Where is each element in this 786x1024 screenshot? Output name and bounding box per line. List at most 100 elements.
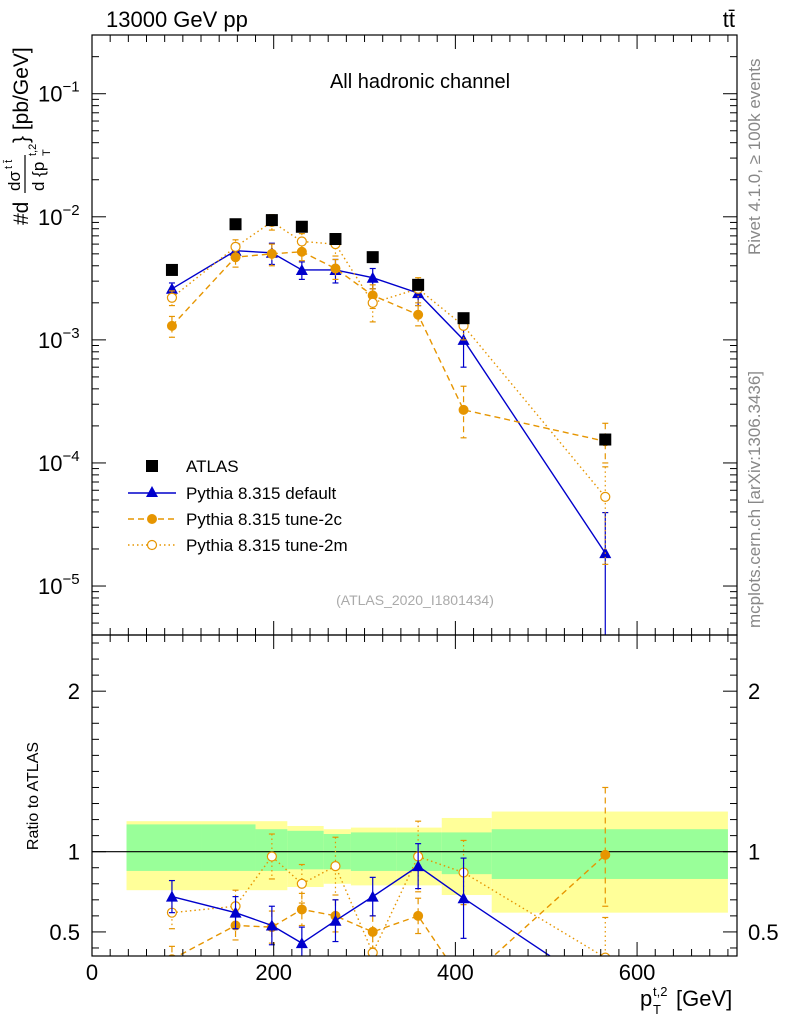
legend-entry-tune-2c: Pythia 8.315 tune-2c (128, 510, 342, 529)
data-point (296, 246, 307, 257)
x-ticks: 0 200 400 600 (86, 35, 729, 985)
legend-entry-tune-2m: Pythia 8.315 tune-2m (128, 536, 348, 555)
data-point (229, 218, 242, 231)
data-point (329, 233, 342, 246)
legend-entry-default: Pythia 8.315 default (128, 484, 337, 503)
data-point (412, 278, 425, 291)
main-title: All hadronic channel (330, 71, 510, 93)
data-point (366, 251, 379, 264)
main-plot-area (165, 214, 612, 635)
main-y-tick-label: 10−2 (38, 202, 80, 230)
ratio-series-pythia-8-315-tune-2m (166, 820, 611, 956)
ratio-point (600, 849, 611, 860)
data-point (295, 263, 308, 275)
main-series-group (165, 214, 612, 635)
legend-entry-atlas: ATLAS (146, 457, 239, 476)
ratio-point (367, 947, 378, 956)
svg-text:T: T (653, 1002, 661, 1017)
ratio-point (296, 904, 307, 915)
x-tick-label: 600 (619, 960, 656, 985)
rivet-version-label: Rivet 4.1.0, ≥ 100k events (745, 59, 764, 255)
svg-text:T: T (41, 149, 53, 156)
series-line (171, 220, 606, 498)
data-point (600, 491, 611, 502)
svg-text:p: p (640, 986, 652, 1011)
mcplots-label: mcplots.cern.ch [arXiv:1306.3436] (745, 371, 764, 628)
ratio-panel: 0.5 0.5 1 1 2 2 Ratio to ATLAS (25, 634, 779, 998)
svg-text:t t̄: t t̄ (3, 159, 15, 169)
ratio-series-pythia-8-315-default (165, 843, 611, 998)
ratio-point (366, 890, 379, 902)
main-y-tick-label: 10−5 (38, 571, 80, 599)
main-y-tick-label: 10−3 (38, 325, 80, 353)
legend-tune-2c-marker (147, 514, 157, 524)
ratio-point (295, 937, 308, 949)
inner-band (201, 824, 256, 871)
data-point (413, 309, 424, 320)
svg-text:[GeV]: [GeV] (676, 986, 732, 1011)
ratio-line (176, 854, 606, 956)
legend-atlas-label: ATLAS (186, 457, 239, 476)
data-point (366, 271, 379, 283)
ratio-y-ticks: 0.5 0.5 1 1 2 2 (49, 642, 779, 949)
ratio-point (165, 890, 178, 902)
ratio-point (266, 851, 277, 862)
data-point (295, 220, 308, 233)
ratio-y-tick-label-right: 0.5 (748, 920, 779, 945)
data-point (166, 292, 178, 303)
data-point (265, 214, 278, 227)
ratio-point (265, 919, 278, 931)
data-point (230, 241, 241, 252)
ratio-point (229, 906, 242, 918)
x-tick-label: 0 (86, 960, 98, 985)
header-energy-label: 13000 GeV pp (106, 7, 248, 32)
svg-text:dσ: dσ (5, 171, 24, 191)
main-panel: All hadronic channel (ATLAS_2020_I180143… (3, 34, 738, 636)
svg-text:#d: #d (10, 202, 33, 225)
svg-text:t,2: t,2 (653, 984, 667, 999)
ratio-line (171, 855, 604, 956)
ratio-series-group (92, 786, 737, 998)
ratio-y-tick-label: 2 (68, 679, 80, 704)
data-point (458, 404, 469, 415)
svg-text:t,2: t,2 (27, 144, 39, 156)
analysis-id-label: (ATLAS_2020_I1801434) (336, 592, 494, 608)
ratio-point (412, 860, 425, 872)
series-pythia-8-315-tune-2c (166, 243, 611, 464)
ratio-point (413, 910, 424, 921)
x-tick-label: 200 (255, 960, 292, 985)
x-tick-label: 400 (437, 960, 474, 985)
inner-band (126, 824, 202, 871)
series-line (171, 250, 606, 554)
series-pythia-8-315-default (165, 242, 612, 635)
ratio-point (599, 987, 611, 998)
data-point (296, 236, 307, 247)
series-line (171, 251, 606, 442)
inner-band (255, 829, 288, 871)
data-point (166, 320, 177, 331)
legend-atlas-marker (146, 460, 158, 472)
data-point (330, 263, 341, 274)
ratio-point (457, 892, 470, 904)
legend-tune-2m-label: Pythia 8.315 tune-2m (186, 536, 348, 555)
svg-text:d {p: d {p (29, 162, 48, 191)
series-atlas (165, 214, 612, 446)
main-y-axis-label: #d dσ t t̄ d {p T t,2 } [pb/GeV] (3, 47, 53, 225)
uncertainty-bands (126, 811, 728, 913)
ratio-y-axis-label: Ratio to ATLAS (25, 742, 42, 850)
main-y-ticks: 10−1 10−2 10−3 10−4 10−5 (38, 56, 737, 636)
main-y-tick-label: 10−1 (38, 79, 80, 107)
ratio-y-tick-label-right: 2 (748, 679, 760, 704)
ratio-point (329, 914, 342, 926)
ratio-y-tick-label: 0.5 (49, 920, 80, 945)
ratio-plot-area (92, 786, 737, 998)
header-process-label: tt̄ (723, 7, 735, 32)
main-y-tick-label: 10−4 (38, 448, 80, 476)
legend-default-marker (146, 486, 158, 497)
legend-tune-2m-marker (146, 539, 158, 551)
data-point (266, 248, 277, 259)
data-point (165, 263, 178, 276)
legend-tune-2c-label: Pythia 8.315 tune-2c (186, 510, 342, 529)
ratio-point (296, 878, 307, 889)
ratio-y-tick-label: 1 (68, 840, 80, 865)
